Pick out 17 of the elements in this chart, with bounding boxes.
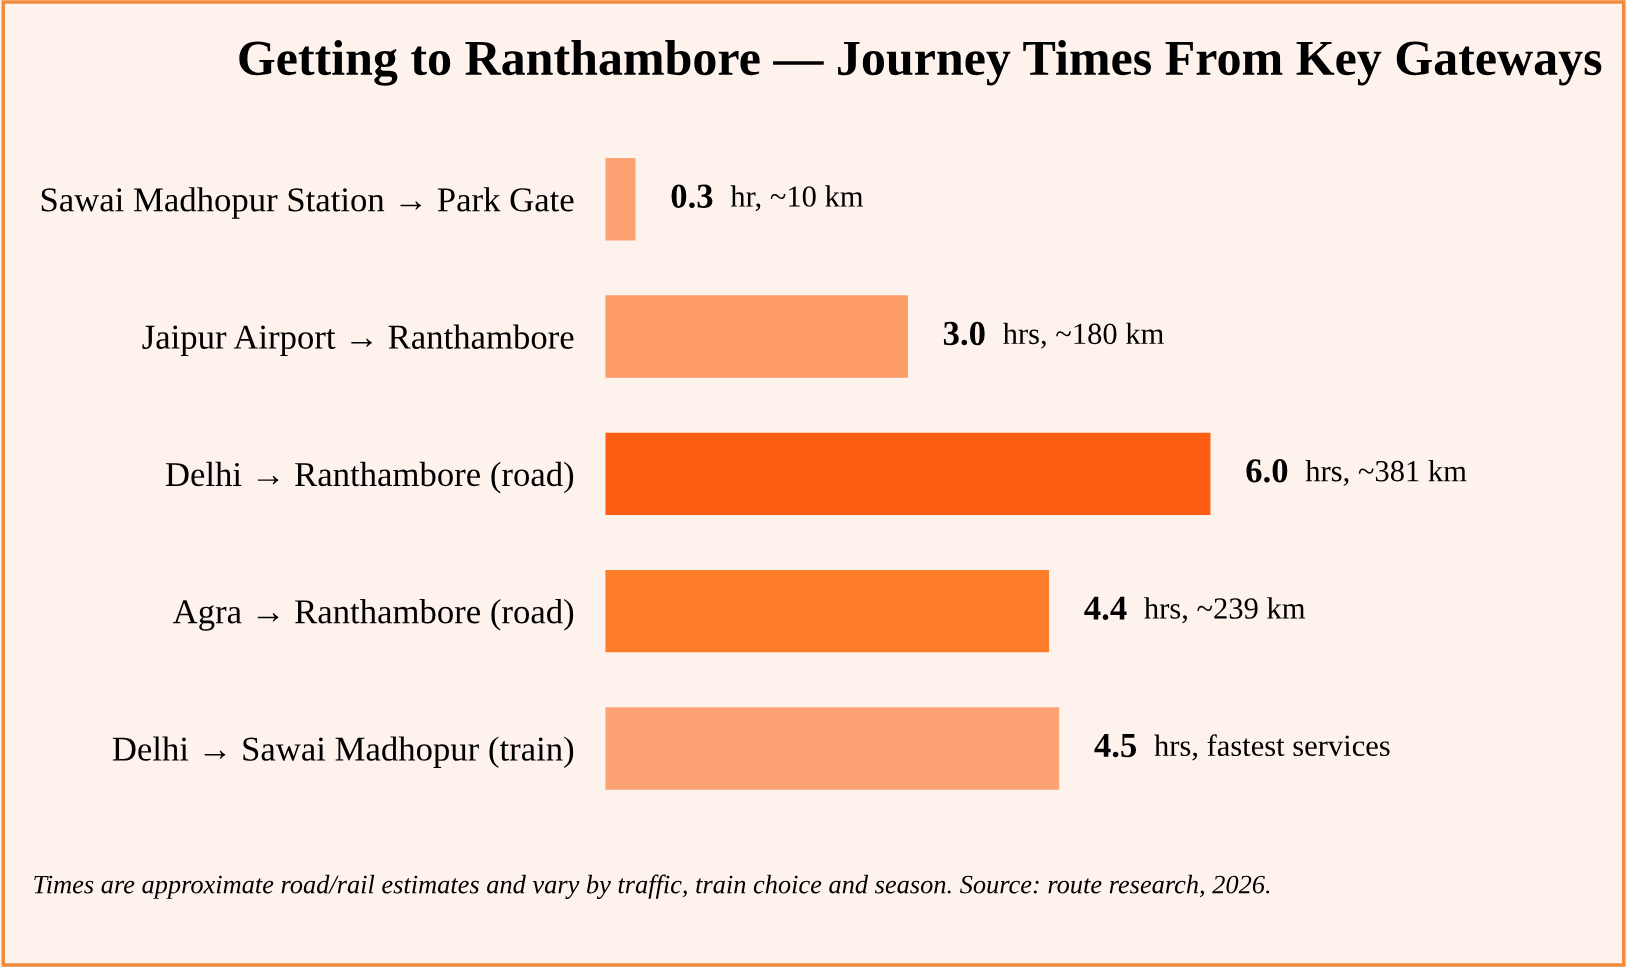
data-label: 6.0 hrs, ~381 km (1246, 459, 1467, 486)
bar (605, 295, 908, 378)
data-label: 3.0 hrs, ~180 km (943, 321, 1164, 349)
text: Times are approximate road/rail estimates and vary by traffic, train choice and season. Source: route research, 2026. (34, 874, 1270, 899)
data-label: 4.5 hrs, fastest services (1094, 733, 1390, 761)
y-tick-label: Agra → Ranthambore (road) (172, 599, 574, 631)
y-tick-label: Delhi → Ranthambore (road) (165, 461, 574, 494)
data-label: 0.3 hr, ~10 km (671, 184, 864, 212)
bar (605, 158, 636, 241)
chart-title: Getting to Ranthambore — Journey Times From Key Gateways (239, 39, 1602, 86)
y-tick-label: Jaipur Airport → Ranthambore (142, 324, 574, 356)
bar (605, 707, 1060, 790)
bar (605, 569, 1050, 653)
data-label: 4.4 hrs, ~239 km (1084, 596, 1306, 624)
y-tick-label: Sawai Madhopur Station → Park Gate (41, 187, 574, 219)
y-tick-label: Delhi → Sawai Madhopur (train) (112, 736, 574, 768)
bar (605, 432, 1211, 516)
